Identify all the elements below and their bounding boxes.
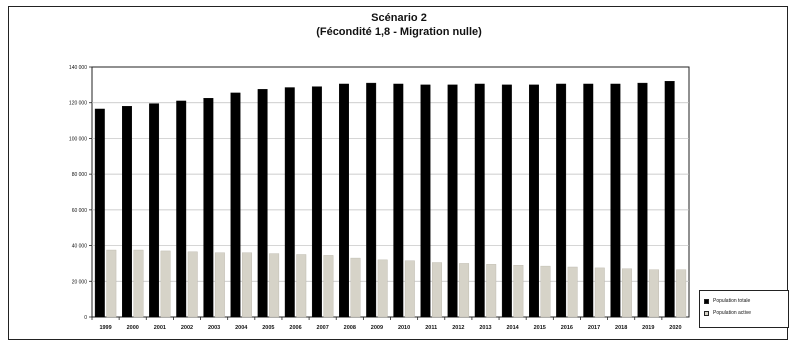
bar-population-active: [377, 259, 388, 318]
bar-population-active: [621, 268, 632, 318]
bar-chart: 0 20 000 40 000 60 000 80 000 100 000 120 000 1…: [69, 65, 690, 331]
bar-population-active: [404, 260, 415, 318]
bar-population-active: [214, 252, 225, 318]
bar-population-totale: [149, 103, 160, 318]
bar-population-active: [296, 254, 307, 318]
x-tick-label: 2016: [561, 325, 573, 331]
bar-population-active: [187, 251, 198, 318]
x-tick-label: 2008: [344, 325, 356, 331]
bar-population-active: [649, 269, 659, 318]
bar-population-totale: [529, 84, 539, 318]
bar-population-totale: [664, 81, 675, 318]
bar-population-totale: [447, 84, 458, 318]
bar-population-active: [242, 252, 252, 318]
x-tick-label: 2010: [398, 325, 410, 331]
x-tick-label: 2003: [208, 325, 220, 331]
bar-population-active: [486, 264, 497, 318]
legend-item-active: Population active: [704, 307, 784, 319]
bar-population-active: [269, 253, 280, 318]
y-tick-label: 140 000: [69, 65, 87, 71]
bar-population-active: [676, 269, 687, 318]
x-tick-label: 2014: [506, 325, 519, 331]
y-tick-label: 20 000: [72, 279, 88, 285]
x-tick-label: 2007: [317, 325, 329, 331]
legend-label-total: Population totale: [713, 298, 751, 304]
x-tick-label: 2017: [588, 325, 600, 331]
bar-population-totale: [203, 98, 214, 318]
y-tick-label: 120 000: [69, 101, 87, 107]
bar-population-totale: [474, 83, 485, 318]
chart-frame: Scénario 2 (Fécondité 1,8 - Migration nu…: [8, 6, 789, 340]
legend-item-total: Population totale: [704, 295, 784, 307]
bar-population-totale: [284, 87, 295, 318]
bar-population-totale: [556, 83, 567, 318]
x-tick-label: 2018: [615, 325, 627, 331]
x-tick-label: 2011: [425, 325, 437, 331]
chart-title: Scénario 2: [371, 12, 427, 24]
x-tick-label: 2001: [154, 325, 166, 331]
x-tick-label: 2015: [534, 325, 546, 331]
bar-population-active: [432, 262, 442, 318]
x-tick-label: 2002: [181, 325, 193, 331]
bar-population-totale: [176, 100, 187, 318]
x-tick-label: 2005: [262, 325, 274, 331]
x-tick-label: 2009: [371, 325, 383, 331]
bar-population-active: [594, 267, 605, 318]
bar-population-active: [459, 263, 470, 318]
bar-population-active: [513, 265, 524, 318]
bar-population-totale: [583, 83, 594, 318]
bar-population-totale: [257, 89, 268, 318]
bar-population-active: [567, 266, 578, 318]
bar-population-totale: [122, 106, 132, 318]
x-tick-label: 2006: [289, 325, 301, 331]
y-tick-label: 0: [84, 315, 87, 321]
y-tick-label: 80 000: [72, 172, 88, 178]
chart-subtitle: (Fécondité 1,8 - Migration nulle): [316, 26, 482, 38]
x-tick-label: 2019: [642, 325, 654, 331]
chart-title-block: Scénario 2 (Fécondité 1,8 - Migration nu…: [9, 11, 789, 39]
x-tick-label: 1999: [99, 325, 111, 331]
bar-population-active: [160, 250, 171, 318]
x-tick-label: 2000: [127, 325, 139, 331]
bar-population-active: [323, 255, 334, 318]
x-tick-label: 2020: [669, 325, 681, 331]
bar-population-active: [106, 249, 117, 318]
bar-population-active: [540, 265, 551, 318]
legend-swatch-total: [704, 298, 709, 304]
bar-population-totale: [501, 84, 512, 318]
bar-population-totale: [420, 84, 431, 318]
bar-population-totale: [311, 86, 322, 318]
bar-population-active: [350, 257, 361, 318]
bar-population-totale: [393, 83, 404, 318]
bar-population-totale: [230, 92, 241, 318]
bar-population-totale: [610, 83, 621, 318]
bar-population-totale: [366, 82, 377, 318]
y-tick-label: 60 000: [72, 208, 88, 214]
x-tick-label: 2013: [479, 325, 491, 331]
legend-swatch-active: [704, 310, 709, 316]
y-tick-label: 40 000: [72, 244, 88, 250]
y-tick-label: 100 000: [69, 136, 87, 142]
x-tick-label: 2004: [235, 325, 248, 331]
bar-population-totale: [637, 82, 648, 318]
x-tick-label: 2012: [452, 325, 464, 331]
legend: Population totale Population active: [699, 290, 789, 328]
legend-label-active: Population active: [713, 310, 752, 316]
bar-population-totale: [339, 83, 349, 318]
bar-population-active: [133, 249, 144, 318]
bar-population-totale: [94, 108, 105, 318]
